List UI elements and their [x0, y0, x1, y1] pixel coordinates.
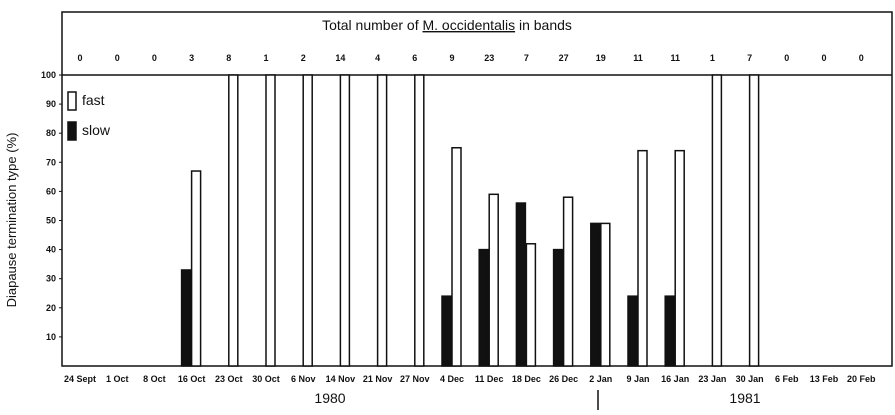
bar [228, 74, 239, 367]
y-tick-label: 70 [46, 157, 56, 167]
x-tick-label: 11 Dec [475, 374, 504, 384]
x-tick-label: 16 Oct [178, 374, 206, 384]
bar [451, 147, 462, 367]
x-tick-label: 14 Nov [326, 374, 356, 384]
title-part: in bands [515, 17, 572, 33]
total-label: 0 [784, 53, 789, 63]
legend-swatch [67, 121, 77, 141]
x-tick-label: 8 Oct [143, 374, 166, 384]
total-label: 9 [449, 53, 454, 63]
bar [562, 196, 574, 367]
bar [180, 269, 192, 367]
x-tick-label: 2 Jan [589, 374, 612, 384]
total-label: 0 [115, 53, 120, 63]
total-label: 0 [152, 53, 157, 63]
year-label: 1980 [314, 390, 345, 406]
total-label: 0 [77, 53, 82, 63]
legend-swatch [67, 91, 77, 111]
year-label: 1981 [729, 390, 760, 406]
total-label: 11 [670, 53, 680, 63]
y-tick-label: 100 [41, 70, 56, 80]
bar [376, 74, 388, 367]
y-tick-label: 10 [46, 332, 56, 342]
bar [488, 193, 499, 367]
y-tick-label: 30 [46, 274, 56, 284]
y-tick-label: 20 [46, 303, 56, 313]
y-tick-label: 50 [46, 216, 56, 226]
total-label: 11 [633, 53, 643, 63]
bar [441, 295, 452, 367]
bar [552, 248, 564, 367]
bar [302, 74, 313, 367]
x-tick-label: 13 Feb [810, 374, 839, 384]
x-tick-label: 21 Nov [363, 374, 393, 384]
chart-title: Total number of M. occidentalis in bands [322, 17, 572, 33]
x-tick-label: 23 Jan [698, 374, 726, 384]
frame [61, 11, 893, 367]
x-tick-label: 30 Jan [736, 374, 764, 384]
bar [478, 248, 489, 367]
title-part: Total number of [322, 17, 422, 33]
bar [600, 222, 611, 367]
bar [674, 149, 685, 367]
x-tick-label: 20 Feb [847, 374, 876, 384]
bar [339, 74, 351, 367]
bar [515, 202, 527, 367]
bar [627, 295, 638, 367]
x-tick-label: 30 Oct [252, 374, 280, 384]
bar [190, 170, 202, 367]
bar [590, 222, 601, 367]
y-tick-label: 60 [46, 186, 56, 196]
legend-label: fast [82, 92, 105, 108]
total-label: 3 [189, 53, 194, 63]
y-axis-label: Diapause termination type (%) [4, 133, 19, 308]
bar [711, 74, 723, 367]
bar [664, 295, 675, 367]
x-tick-label: 26 Dec [549, 374, 578, 384]
total-label: 1 [710, 53, 715, 63]
total-label: 4 [375, 53, 380, 63]
total-label: 7 [524, 53, 529, 63]
total-label: 1 [263, 53, 268, 63]
x-tick-label: 4 Dec [440, 374, 464, 384]
total-label: 8 [226, 53, 231, 63]
x-tick-label: 23 Oct [215, 374, 243, 384]
bar [525, 243, 537, 367]
total-label: 23 [484, 53, 494, 63]
title-species: M. occidentalis [422, 17, 515, 33]
total-label: 14 [335, 53, 345, 63]
x-tick-label: 6 Nov [291, 374, 316, 384]
y-tick-label: 40 [46, 245, 56, 255]
total-label: 27 [559, 53, 569, 63]
x-tick-label: 9 Jan [626, 374, 649, 384]
x-tick-label: 16 Jan [661, 374, 689, 384]
bar [414, 74, 425, 367]
x-tick-label: 1 Oct [106, 374, 129, 384]
x-tick-label: 24 Sept [64, 374, 96, 384]
total-label: 0 [821, 53, 826, 63]
x-tick-label: 18 Dec [512, 374, 541, 384]
x-tick-label: 27 Nov [400, 374, 430, 384]
total-label: 6 [412, 53, 417, 63]
total-label: 2 [301, 53, 306, 63]
legend-label: slow [82, 122, 111, 138]
total-label: 0 [859, 53, 864, 63]
bar [748, 74, 760, 367]
x-tick-label: 6 Feb [775, 374, 799, 384]
total-label: 19 [596, 53, 606, 63]
y-tick-label: 80 [46, 128, 56, 138]
bar [265, 74, 276, 367]
total-label: 7 [747, 53, 752, 63]
y-tick-label: 90 [46, 99, 56, 109]
bar [637, 149, 648, 367]
